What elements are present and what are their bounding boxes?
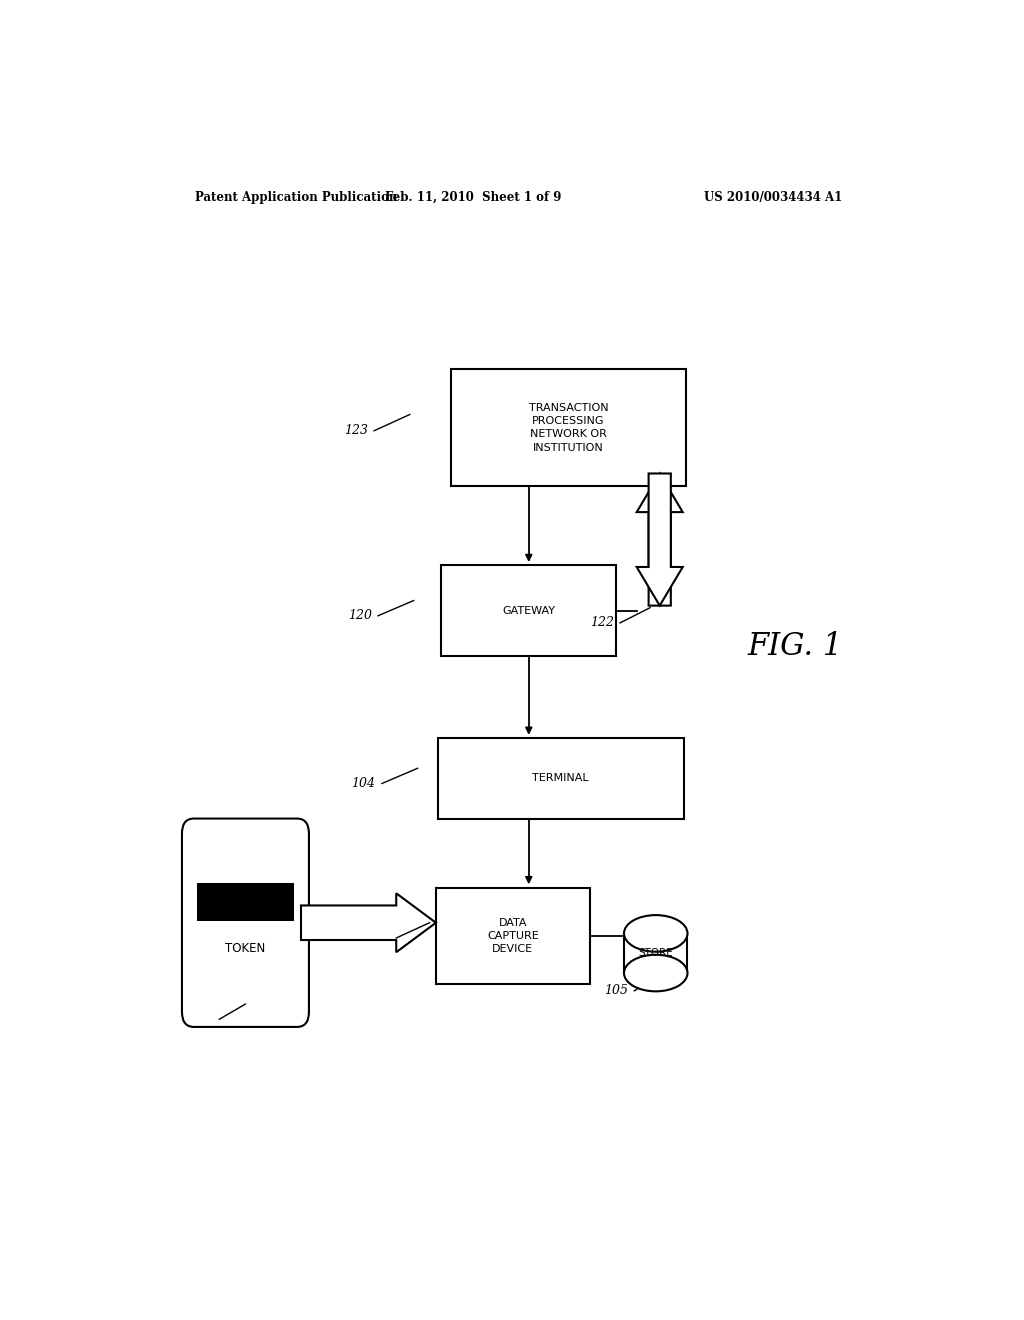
FancyArrow shape: [637, 474, 683, 606]
Bar: [452, 370, 685, 486]
Text: GATEWAY: GATEWAY: [502, 606, 555, 615]
Text: 123: 123: [344, 424, 368, 437]
Text: 105: 105: [604, 985, 628, 998]
Ellipse shape: [624, 915, 687, 952]
Text: 104: 104: [351, 777, 376, 789]
Polygon shape: [301, 894, 436, 952]
Text: STORE: STORE: [638, 948, 673, 958]
Text: US 2010/0034434 A1: US 2010/0034434 A1: [703, 190, 842, 203]
Text: 120: 120: [347, 610, 372, 622]
Bar: [197, 883, 294, 921]
Ellipse shape: [624, 954, 687, 991]
Text: Feb. 11, 2010  Sheet 1 of 9: Feb. 11, 2010 Sheet 1 of 9: [385, 190, 561, 203]
Bar: [624, 933, 687, 973]
Text: 122: 122: [590, 616, 613, 630]
Bar: [626, 933, 686, 973]
Text: TRANSACTION
PROCESSING
NETWORK OR
INSTITUTION: TRANSACTION PROCESSING NETWORK OR INSTIT…: [528, 403, 608, 453]
Text: 101: 101: [188, 1012, 213, 1026]
Text: Patent Application Publication: Patent Application Publication: [196, 190, 398, 203]
Text: TOKEN: TOKEN: [225, 941, 265, 954]
FancyBboxPatch shape: [182, 818, 309, 1027]
FancyArrow shape: [637, 474, 683, 606]
Bar: [437, 738, 684, 818]
Text: FIG. 1: FIG. 1: [746, 631, 843, 661]
Bar: [441, 565, 616, 656]
Bar: [435, 887, 590, 985]
Text: DATA
CAPTURE
DEVICE: DATA CAPTURE DEVICE: [487, 917, 539, 954]
Text: TERMINAL: TERMINAL: [532, 774, 589, 783]
Text: 103: 103: [366, 932, 390, 945]
